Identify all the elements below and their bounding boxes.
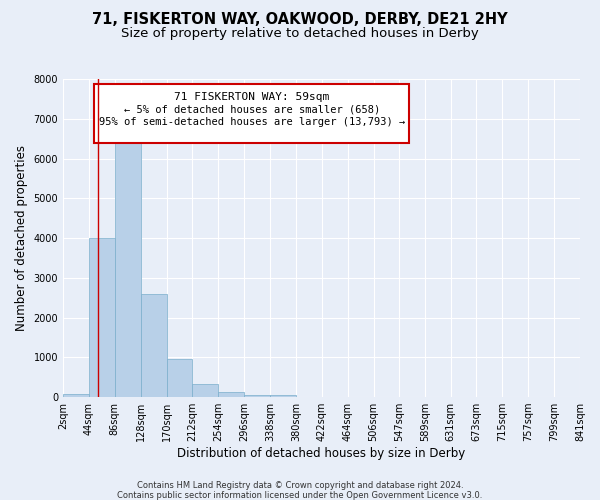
Bar xyxy=(115,136,140,397)
Bar xyxy=(94,84,409,142)
Bar xyxy=(270,395,296,397)
Text: 95% of semi-detached houses are larger (13,793) →: 95% of semi-detached houses are larger (… xyxy=(98,117,405,127)
X-axis label: Distribution of detached houses by size in Derby: Distribution of detached houses by size … xyxy=(178,447,466,460)
Bar xyxy=(63,394,89,397)
Text: ← 5% of detached houses are smaller (658): ← 5% of detached houses are smaller (658… xyxy=(124,104,380,115)
Bar xyxy=(167,360,193,397)
Text: 71, FISKERTON WAY, OAKWOOD, DERBY, DE21 2HY: 71, FISKERTON WAY, OAKWOOD, DERBY, DE21 … xyxy=(92,12,508,28)
Bar xyxy=(218,392,244,397)
Bar xyxy=(244,394,270,397)
Bar xyxy=(89,238,115,397)
Text: Contains HM Land Registry data © Crown copyright and database right 2024.: Contains HM Land Registry data © Crown c… xyxy=(137,482,463,490)
Bar xyxy=(140,294,167,397)
Y-axis label: Number of detached properties: Number of detached properties xyxy=(15,145,28,331)
Bar xyxy=(193,384,218,397)
Text: 71 FISKERTON WAY: 59sqm: 71 FISKERTON WAY: 59sqm xyxy=(174,92,329,102)
Text: Contains public sector information licensed under the Open Government Licence v3: Contains public sector information licen… xyxy=(118,490,482,500)
Text: Size of property relative to detached houses in Derby: Size of property relative to detached ho… xyxy=(121,28,479,40)
